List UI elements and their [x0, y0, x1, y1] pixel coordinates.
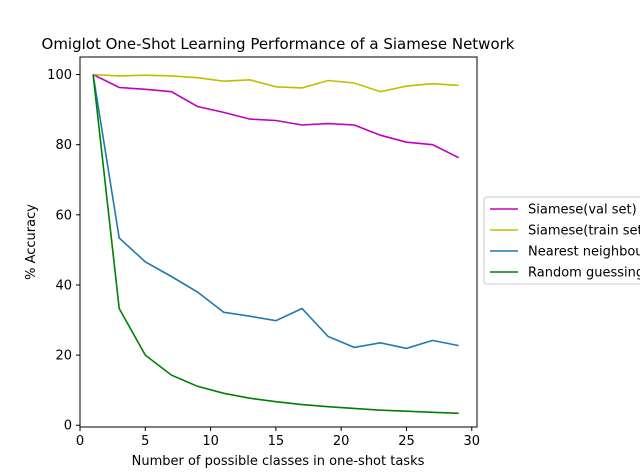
y-axis-label: % Accuracy — [24, 204, 39, 280]
legend-entry-3: Random guessing — [528, 266, 640, 281]
x-tick-label: 20 — [333, 434, 350, 449]
x-tick-label: 15 — [268, 434, 285, 449]
series-line-3 — [92, 74, 459, 415]
legend-entry-0: Siamese(val set) — [528, 203, 637, 218]
y-tick-label: 80 — [55, 138, 72, 153]
y-tick-label: 20 — [55, 349, 72, 364]
x-axis-label: Number of possible classes in one-shot t… — [132, 454, 425, 469]
x-tick-label: 10 — [202, 434, 219, 449]
legend-entry-2: Nearest neighbour — [528, 245, 640, 260]
y-tick-label: 40 — [55, 278, 72, 293]
x-tick-label: 5 — [141, 434, 149, 449]
series-line-2 — [92, 74, 459, 350]
y-tick-label: 100 — [47, 68, 72, 83]
plot-area — [79, 56, 478, 428]
x-tick-label: 0 — [76, 434, 84, 449]
legend-box — [483, 196, 640, 285]
chart-title: Omiglot One-Shot Learning Performance of… — [42, 35, 515, 53]
x-axis: 0 5 10 15 20 25 30 — [76, 427, 480, 449]
legend: Siamese(val set) Siamese(train set) Neares… — [483, 196, 640, 285]
x-tick-label: 30 — [464, 434, 481, 449]
series-line-1 — [93, 73, 459, 93]
x-tick-label: 25 — [398, 434, 415, 449]
y-tick-label: 60 — [55, 208, 72, 223]
y-tick-label: 0 — [64, 419, 72, 434]
y-axis: 0 20 40 60 80 100 — [47, 68, 80, 434]
legend-entry-1: Siamese(train set) — [528, 224, 640, 239]
plot-frame — [79, 56, 478, 428]
series-line-0 — [92, 73, 460, 159]
